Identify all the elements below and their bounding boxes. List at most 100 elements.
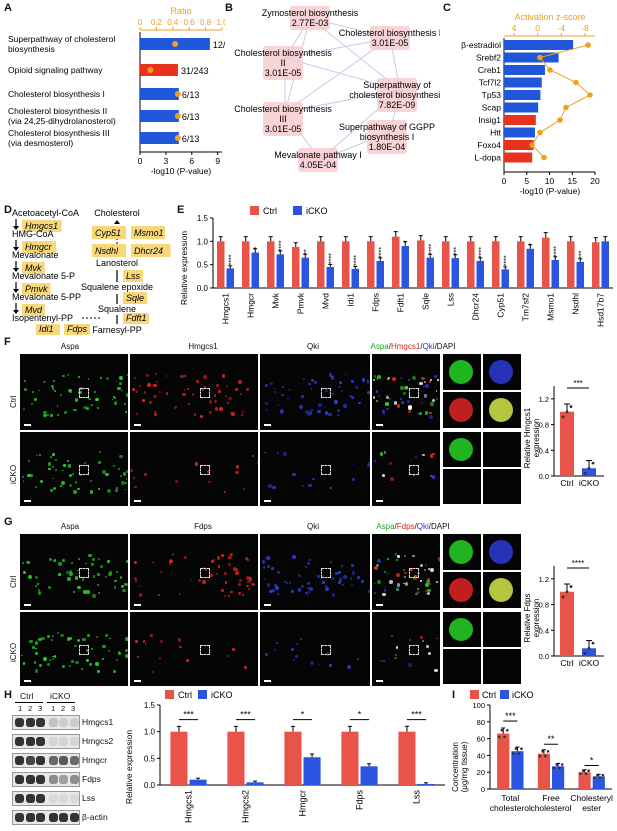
network-node	[298, 148, 338, 172]
d-enzyme: Lss	[126, 271, 141, 281]
bar-icko	[417, 783, 435, 785]
legend-ctrl-swatch	[250, 206, 259, 215]
c-bottom-tick-label: 0	[502, 176, 507, 186]
bar-ctrl	[284, 731, 302, 785]
bar-icko	[576, 261, 584, 288]
zoom-inset	[483, 572, 521, 608]
blot-band	[59, 737, 68, 746]
zoom-inset	[483, 392, 521, 428]
y-tick-label: 0.8	[539, 601, 549, 610]
i-x-label: cholesterol	[490, 803, 531, 813]
y-tick-label: 0.5	[197, 261, 209, 270]
c-bottom-tick-label: 5	[524, 176, 529, 186]
i-legend-icko-swatch	[500, 690, 509, 699]
d-metabolite: Lanosterol	[96, 258, 138, 268]
c-row-label: β-estradiol	[461, 40, 501, 50]
f-row-ctrl: Ctrl	[9, 395, 18, 408]
a-row-label: Opioid signaling pathway	[8, 65, 103, 75]
y-tick-label: 100	[472, 701, 485, 710]
quant-bar	[582, 468, 596, 476]
d-enzyme-box	[92, 244, 126, 257]
data-point	[541, 750, 544, 753]
significance: ****	[572, 559, 584, 568]
blot-band	[59, 775, 68, 784]
panel-label-g: G	[4, 516, 13, 528]
zoom-inset	[443, 572, 481, 608]
data-point	[569, 405, 573, 408]
blot-band	[25, 737, 35, 746]
i-x-label: cholesterol	[530, 803, 571, 813]
a-top-tick-label: 0.6	[184, 18, 196, 27]
bar-icko	[451, 258, 459, 288]
f-row-icko: iCKO	[9, 464, 18, 484]
micrograph	[20, 432, 128, 506]
panel-d-pathway: Acetoacetyl-CoAHmgcs1HMG-CoAHmgcrMevalon…	[12, 208, 171, 335]
significance: *	[253, 247, 260, 250]
significance: ***	[453, 247, 460, 255]
zoom-inset	[483, 432, 521, 467]
blot-band	[15, 737, 24, 746]
d-enzyme: Msmo1	[134, 228, 164, 238]
bar-ctrl	[497, 733, 510, 789]
blot-strip	[12, 791, 80, 806]
blot-label: Hmgcs2	[82, 736, 114, 746]
network-node	[367, 120, 407, 154]
bar-icko	[351, 268, 359, 288]
g-title-aspa: Aspa	[60, 522, 80, 531]
a-row-label: Cholesterol biosynthesis I	[8, 89, 105, 99]
lane-number: 2	[28, 704, 33, 713]
significance: *	[358, 710, 362, 720]
bar-ctrl	[242, 241, 250, 288]
lane-number: 1	[18, 704, 23, 713]
blot-label: Fdps	[82, 774, 101, 784]
blot-band	[25, 756, 35, 765]
x-tick-label: iCKO	[579, 658, 600, 668]
a-bar	[140, 110, 179, 122]
c-zscore-dot	[529, 142, 535, 148]
micrograph	[20, 354, 128, 430]
x-tick-label: Lss	[412, 790, 422, 805]
network-node-p: 3.01E-05	[265, 124, 302, 134]
y-tick-label: 0.0	[539, 652, 549, 661]
h-ylabel: Relative expression	[124, 730, 134, 804]
lane-number: 3	[38, 704, 43, 713]
c-bar	[504, 65, 545, 75]
c-row-label: Tp53	[482, 90, 502, 100]
d-enzyme: Hmgcr	[25, 242, 53, 252]
y-tick-label: 80	[477, 718, 485, 727]
panel-c-top-axis-label: Activation z-score	[514, 12, 585, 22]
c-zscore-dot	[563, 104, 569, 111]
blot-band	[36, 813, 45, 822]
panel-c-top-ticks: 4 0 -4 -8	[504, 23, 595, 37]
x-tick-label: Pmvk	[296, 292, 306, 314]
x-tick-label: Hmgcr	[246, 293, 256, 318]
data-point	[565, 590, 569, 594]
c-bar	[504, 77, 542, 88]
panel-h-chart: Ctrl iCKO Relative expression 0.0 0.5 1.0 1…	[124, 690, 445, 823]
d-metabolite: Mevalonate 5-PP	[12, 292, 81, 302]
bar-icko	[476, 260, 484, 288]
zoom-inset	[443, 354, 481, 390]
significance: ****	[353, 255, 360, 266]
data-point	[593, 776, 596, 779]
network-node-name: cholesterol biosynthesis	[349, 90, 440, 100]
i-legend-ctrl-swatch	[470, 690, 479, 699]
data-point	[587, 646, 591, 650]
blot-band	[59, 813, 68, 822]
zoom-inset	[443, 612, 481, 647]
x-tick-label: Hmgcr	[298, 790, 308, 817]
blot-label: Hmgcs1	[82, 717, 114, 727]
c-row-label: L-dopa	[475, 153, 502, 163]
blot-band	[69, 813, 79, 822]
panel-c-xlabel: -log10 (P-value)	[520, 186, 581, 196]
y-tick-label: 20	[477, 768, 485, 777]
panel-label-a: A	[4, 2, 12, 14]
network-node-name: Superpathway of	[363, 80, 431, 90]
a-bar	[140, 88, 179, 100]
y-tick-label: 0.4	[539, 626, 549, 635]
bar-icko	[551, 260, 559, 288]
d-enzyme-box	[22, 283, 51, 295]
